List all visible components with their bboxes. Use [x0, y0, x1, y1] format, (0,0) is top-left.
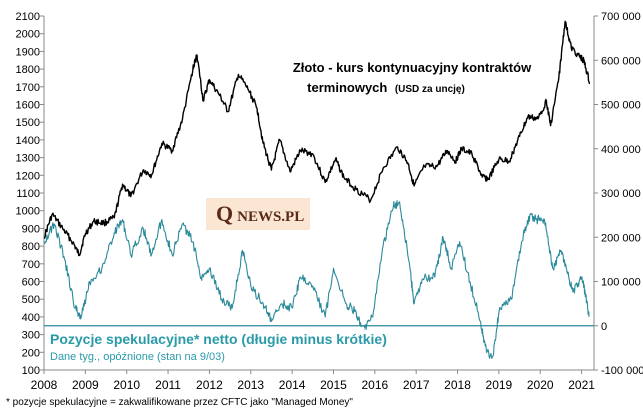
left-tick-label: 100 [22, 365, 40, 377]
chart-title-line2: terminowych (USD za uncję) [307, 79, 465, 96]
logo-rest: NEWS.PL [237, 209, 304, 225]
right-tick-label: 100 000 [601, 277, 641, 289]
x-tick-label: 2009 [72, 378, 99, 392]
chart-title-line2-text: terminowych [307, 80, 387, 95]
right-tick-label: 0 [601, 321, 607, 333]
right-tick-label: -100 000 [601, 365, 643, 377]
chart-title-line1: Złoto - kurs kontynuacyjny kontraktów [293, 60, 532, 75]
x-tick-label: 2016 [361, 378, 388, 392]
right-axis-ticks: -100 000 0 100 000 200 000 300 000 400 000 500… [594, 11, 643, 377]
x-tick-label: 2010 [113, 378, 140, 392]
x-tick-label: 2021 [568, 378, 595, 392]
series-line-gold [43, 20, 591, 257]
right-tick-label: 700 000 [601, 11, 641, 23]
left-tick-label: 1100 [16, 188, 40, 200]
left-tick-label: 800 [22, 241, 40, 253]
left-tick-label: 1800 [16, 64, 40, 76]
x-tick-label: 2012 [196, 378, 223, 392]
left-tick-label: 400 [22, 312, 40, 324]
x-tick-label: 2011 [155, 378, 181, 392]
x-tick-label: 2017 [403, 378, 430, 392]
left-tick-label: 700 [22, 259, 40, 271]
left-tick-label: 1400 [16, 135, 40, 147]
x-tick-label: 2015 [320, 378, 347, 392]
x-tick-label: 2014 [279, 378, 306, 392]
right-tick-label: 400 000 [601, 144, 641, 156]
logo-box [206, 198, 310, 230]
right-tick-label: 600 000 [601, 55, 641, 67]
right-tick-label: 200 000 [601, 232, 641, 244]
x-tick-label: 2019 [486, 378, 513, 392]
left-tick-label: 1600 [16, 100, 40, 112]
left-axis-ticks: 100 200 300 400 500 600 700 800 900 1000 1100 1200 1… [16, 11, 44, 377]
left-tick-label: 1700 [16, 82, 40, 94]
series-line-net-speculative [43, 200, 590, 359]
left-tick-label: 300 [22, 330, 40, 342]
left-tick-label: 1000 [16, 206, 40, 218]
left-tick-label: 1500 [16, 117, 40, 129]
left-tick-label: 2000 [16, 29, 40, 41]
x-tick-label: 2018 [444, 378, 471, 392]
series-layer [43, 20, 591, 359]
positions-label: Pozycje spekulacyjne* netto (długie minu… [50, 331, 387, 347]
x-tick-label: 2020 [527, 378, 554, 392]
positions-label-box [46, 327, 364, 367]
footnote: * pozycje spekulacyjne = zakwalifikowane… [6, 397, 353, 408]
left-tick-label: 2100 [16, 11, 40, 23]
left-tick-label: 1300 [16, 153, 40, 165]
x-tick-label: 2013 [237, 378, 264, 392]
logo-q: Q [216, 201, 233, 226]
left-tick-label: 600 [22, 277, 40, 289]
left-tick-label: 500 [22, 294, 40, 306]
logo: Q NEWS.PL [216, 201, 304, 226]
left-tick-label: 1900 [16, 46, 40, 58]
left-tick-label: 1200 [16, 170, 40, 182]
x-tick-label: 2008 [31, 378, 58, 392]
left-tick-label: 900 [22, 223, 40, 235]
positions-note: Dane tyg., opóźnione (stan na 9/03) [50, 351, 225, 363]
x-axis-ticks: 2008 2009 2010 2011 2012 2013 2014 2015 2016 2017… [31, 370, 595, 392]
chart-title-unit: (USD za uncję) [395, 84, 465, 95]
right-tick-label: 300 000 [601, 188, 641, 200]
right-tick-label: 500 000 [601, 100, 641, 112]
left-tick-label: 200 [22, 347, 40, 359]
